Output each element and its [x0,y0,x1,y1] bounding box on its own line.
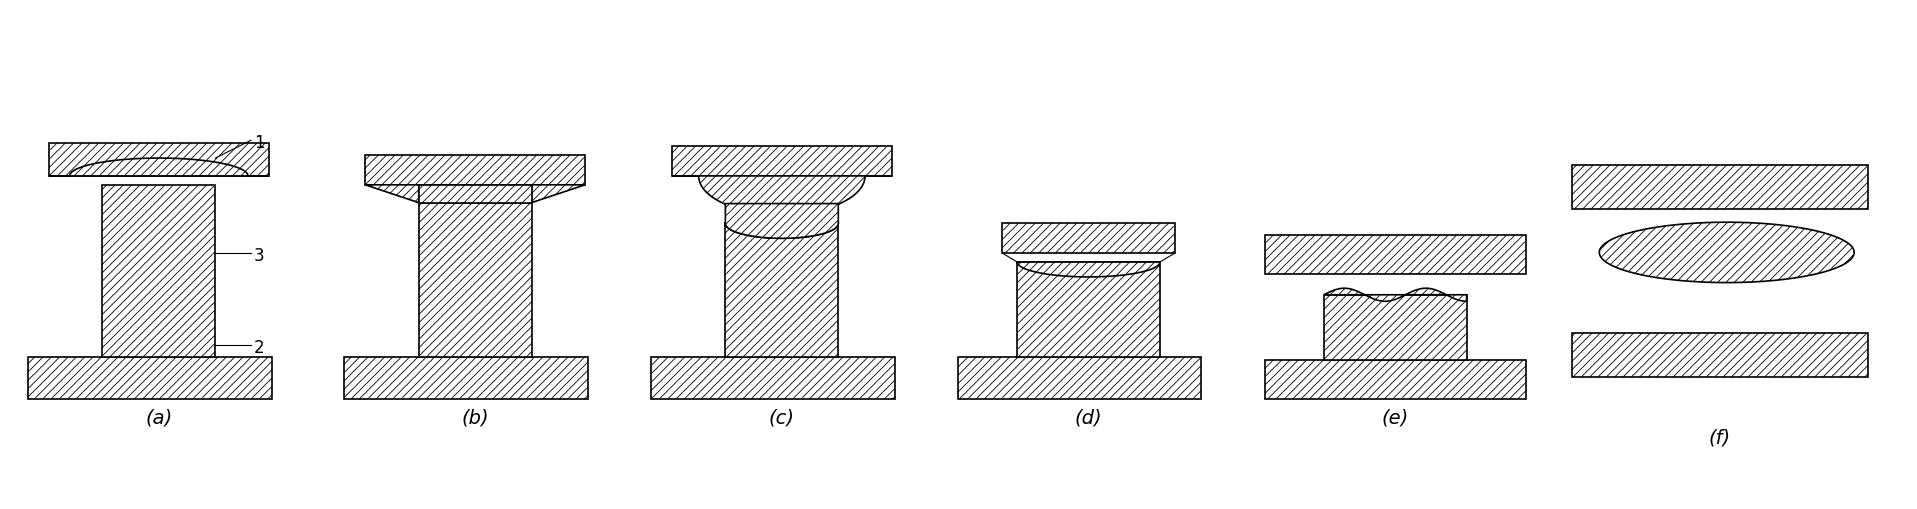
Polygon shape [673,177,891,215]
Bar [1325,295,1467,360]
Polygon shape [1018,263,1160,277]
Bar [673,147,891,177]
Text: (a): (a) [146,407,173,426]
Bar [29,357,272,399]
Bar [1572,166,1867,209]
Polygon shape [725,204,838,239]
Bar [1572,333,1867,377]
Bar [50,144,268,177]
Text: (b): (b) [462,407,489,426]
Text: 1: 1 [253,133,265,152]
Bar [1003,224,1175,253]
Bar [418,203,531,357]
Polygon shape [531,185,585,203]
Bar [418,185,531,203]
Bar [345,357,589,399]
Bar [1265,236,1526,274]
Bar [958,357,1202,399]
Bar [652,357,895,399]
Text: (f): (f) [1708,428,1731,446]
Polygon shape [1599,223,1854,283]
Polygon shape [364,185,418,203]
Bar [1265,360,1526,399]
Text: 2: 2 [253,338,265,356]
Bar [725,224,838,357]
Text: (e): (e) [1382,407,1409,426]
Bar [102,185,215,357]
Bar [1018,263,1160,357]
Bar [364,156,585,185]
Text: 3: 3 [253,246,265,264]
Text: (c): (c) [769,407,796,426]
Text: (d): (d) [1075,407,1102,426]
Polygon shape [725,224,838,239]
Polygon shape [1325,289,1467,302]
Polygon shape [50,159,268,177]
